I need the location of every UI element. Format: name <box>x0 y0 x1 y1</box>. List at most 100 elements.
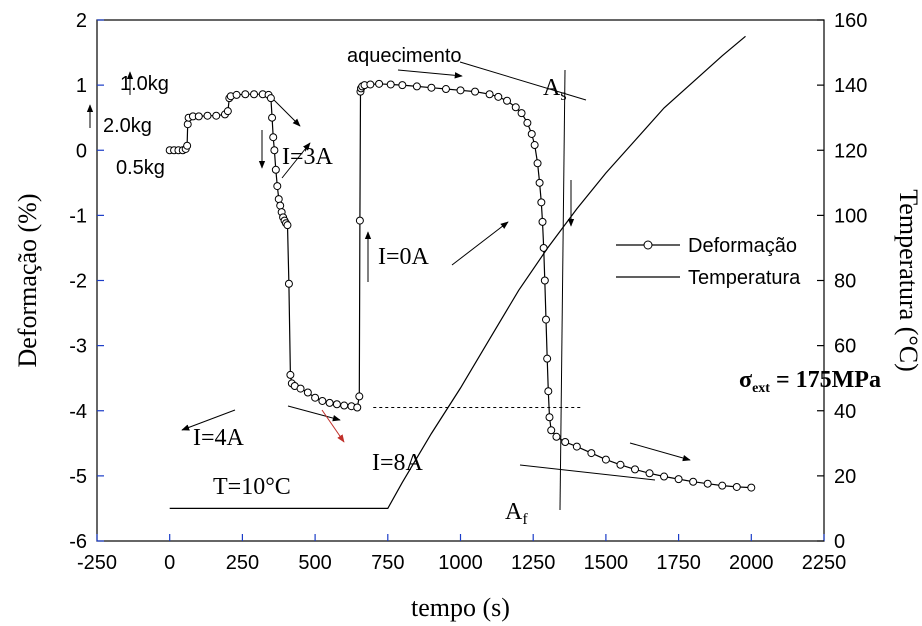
data-point <box>270 146 279 155</box>
x-axis-title: tempo (s) <box>411 593 510 622</box>
data-point <box>674 475 683 484</box>
data-point <box>271 165 280 174</box>
annotation: I=0A <box>378 244 430 270</box>
y2-tick-label: 40 <box>834 401 856 423</box>
data-point <box>538 217 547 226</box>
data-point <box>366 80 375 89</box>
data-point <box>340 401 349 410</box>
data-point <box>332 400 341 409</box>
data-point <box>703 479 712 488</box>
data-point <box>645 469 654 478</box>
y2-tick-label: 160 <box>834 10 867 32</box>
data-point <box>296 384 305 393</box>
annotation-text: aquecimento <box>347 45 462 67</box>
data-point <box>616 460 625 469</box>
y2-tick-label: 80 <box>834 271 856 293</box>
annotation-text: σ <box>739 367 752 393</box>
annotation-text: A <box>543 75 561 101</box>
data-point <box>541 315 550 324</box>
y-tick-label: 2 <box>76 10 87 32</box>
data-point <box>250 90 259 99</box>
series-line <box>169 35 746 509</box>
data-point <box>494 92 503 101</box>
data-point <box>517 109 526 118</box>
annotation: 0.5kg <box>116 157 165 179</box>
data-point <box>441 85 450 94</box>
arrow <box>321 409 345 443</box>
y-tick-label: -6 <box>69 531 87 553</box>
annotation-text: 1.0kg <box>120 73 169 95</box>
y-tick-label: -2 <box>69 271 87 293</box>
data-point <box>375 79 384 88</box>
annotation: aquecimento <box>347 45 462 67</box>
data-point <box>355 392 364 401</box>
x-tick-label: 500 <box>298 552 331 574</box>
annotation-text: I=3A <box>282 144 334 170</box>
annotation-subscript: ext <box>752 381 770 396</box>
annotation-text: I=4A <box>193 425 245 451</box>
y-tick-label: -4 <box>69 401 87 423</box>
x-tick-label: 1250 <box>511 552 556 574</box>
data-point <box>353 403 362 412</box>
annotation-subscript: s <box>560 87 566 104</box>
data-point <box>269 133 278 142</box>
annotation-text: = 175MPa <box>770 367 881 393</box>
data-point <box>318 396 327 405</box>
legend-marker <box>643 240 653 250</box>
y-tick-label: -5 <box>69 466 87 488</box>
data-point <box>537 198 546 207</box>
data-point <box>747 483 756 492</box>
tangent-line <box>559 69 566 511</box>
data-point <box>194 112 203 121</box>
data-point <box>544 387 553 396</box>
arrow <box>629 442 691 462</box>
arrows <box>86 61 691 511</box>
annotation: σext = 175MPa <box>739 367 881 396</box>
annotation: I=4A <box>193 425 245 451</box>
data-point <box>355 216 364 225</box>
data-point <box>587 449 596 458</box>
annotation-subscript: f <box>522 511 528 528</box>
annotation: T=10°C <box>213 474 291 500</box>
data-point <box>325 398 334 407</box>
data-point <box>540 276 549 285</box>
data-point <box>530 141 539 150</box>
data-point <box>601 455 610 464</box>
data-point <box>311 393 320 402</box>
arrow <box>271 97 301 127</box>
arrow <box>181 409 236 431</box>
data-point <box>273 182 282 191</box>
annotation-text: 0.5kg <box>116 157 165 179</box>
annotation-text: I=0A <box>378 244 430 270</box>
data-point <box>527 129 536 138</box>
data-point <box>286 370 295 379</box>
data-point <box>552 432 561 441</box>
data-point <box>523 118 532 127</box>
y2-tick-label: 120 <box>834 140 867 162</box>
y2-tick-label: 20 <box>834 466 856 488</box>
annotation: I=8A <box>372 450 424 476</box>
y-axis-title: Deformação (%) <box>13 194 42 368</box>
annotation-text: I=8A <box>372 450 424 476</box>
data-point <box>203 111 212 120</box>
annotation: I=3A <box>282 144 334 170</box>
y2-tick-label: 60 <box>834 336 856 358</box>
data-point <box>427 83 436 92</box>
annotation: 2.0kg <box>103 115 152 137</box>
x-tick-label: 2250 <box>802 552 847 574</box>
x-tick-label: 750 <box>371 552 404 574</box>
y2-tick-label: 140 <box>834 75 867 97</box>
data-point <box>303 388 312 397</box>
data-point <box>660 472 669 481</box>
data-point <box>386 80 395 89</box>
arrow <box>287 405 341 422</box>
data-point <box>503 96 512 105</box>
data-point <box>456 86 465 95</box>
data-point <box>283 221 292 230</box>
annotation-text: T=10°C <box>213 474 291 500</box>
data-point <box>276 201 285 210</box>
y-tick-label: -1 <box>69 205 87 227</box>
x-tick-label: 1750 <box>656 552 701 574</box>
data-point <box>268 113 277 122</box>
